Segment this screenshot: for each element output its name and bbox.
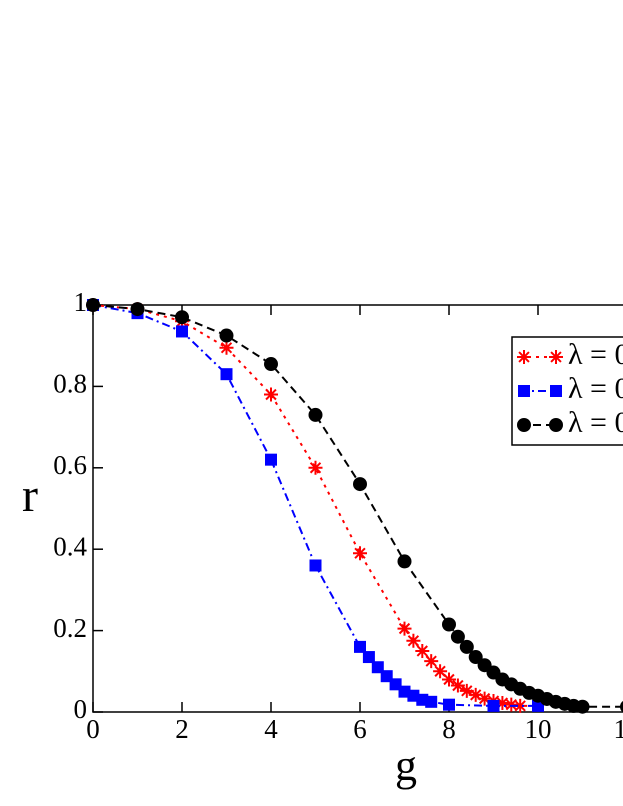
marker	[442, 672, 456, 687]
marker	[220, 368, 233, 381]
x-tick-label: 4	[264, 714, 278, 744]
marker	[468, 650, 483, 665]
y-tick-label: 0.2	[53, 613, 87, 643]
marker	[450, 678, 465, 693]
marker	[397, 621, 412, 636]
x-tick-label: 10	[525, 714, 552, 744]
marker	[264, 357, 278, 372]
marker	[459, 683, 474, 698]
marker	[397, 554, 412, 569]
marker	[443, 698, 455, 711]
marker	[353, 546, 367, 561]
marker	[517, 418, 531, 432]
legend-label: λ = 0	[568, 372, 623, 405]
x-tick-label: 0	[86, 714, 100, 744]
marker	[575, 699, 590, 714]
series-line	[92, 304, 521, 707]
marker	[354, 640, 366, 653]
marker	[450, 629, 465, 644]
marker	[406, 633, 421, 648]
y-tick-label: 1	[74, 287, 88, 317]
marker	[459, 639, 474, 654]
marker	[424, 654, 439, 669]
marker	[620, 700, 623, 713]
marker	[86, 298, 100, 312]
marker	[176, 325, 188, 338]
marker	[415, 643, 430, 658]
marker	[468, 687, 483, 702]
marker	[265, 453, 277, 466]
legend-label: λ = 0	[568, 406, 623, 439]
marker	[477, 691, 492, 706]
y-tick-label: 0.8	[53, 369, 87, 399]
y-tick-label: 0.4	[53, 531, 87, 561]
marker	[425, 695, 438, 708]
marker	[219, 328, 234, 343]
marker	[532, 699, 544, 712]
marker	[308, 460, 323, 475]
marker	[264, 387, 278, 402]
marker	[504, 697, 519, 712]
x-tick-label: 2	[175, 714, 189, 744]
marker	[549, 418, 563, 432]
marker	[362, 651, 375, 664]
marker	[495, 696, 510, 711]
y-tick-label: 0.6	[53, 450, 87, 480]
x-tick-label: 8	[442, 714, 456, 744]
x-tick-label: 12	[614, 714, 623, 744]
marker	[353, 477, 367, 492]
y-tick-label: 0	[74, 694, 88, 724]
marker	[130, 302, 145, 317]
marker	[518, 385, 530, 397]
marker	[219, 340, 234, 355]
marker	[175, 310, 189, 325]
x-tick-label: 6	[353, 714, 367, 744]
marker	[308, 407, 323, 422]
marker	[517, 350, 531, 364]
marker	[442, 617, 456, 632]
legend-label: λ = 0	[568, 338, 623, 371]
marker	[549, 350, 563, 364]
x-axis-label: g	[395, 741, 417, 790]
y-axis-label: r	[22, 469, 38, 522]
marker	[433, 664, 448, 679]
marker	[487, 699, 500, 712]
marker	[550, 385, 562, 397]
marker	[309, 559, 322, 572]
marker	[513, 698, 528, 713]
